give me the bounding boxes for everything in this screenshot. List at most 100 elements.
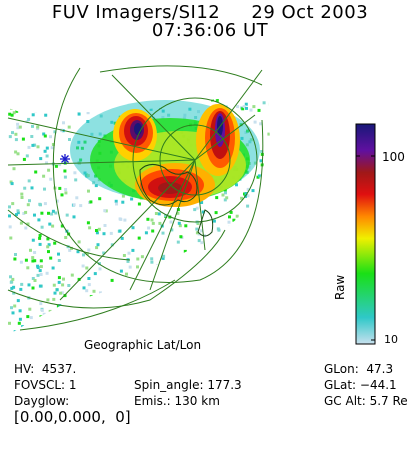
emission-pixel bbox=[255, 333, 259, 335]
emission-pixel bbox=[70, 246, 73, 250]
dayglow-values: [0.00,0.000, 0] bbox=[14, 408, 131, 426]
aurora-oval bbox=[70, 100, 260, 207]
emission-pixel bbox=[161, 231, 165, 235]
emission-pixel bbox=[226, 278, 230, 282]
emission-pixel bbox=[195, 99, 199, 102]
emission-pixel bbox=[255, 243, 259, 247]
emission-pixel bbox=[259, 212, 262, 216]
emission-pixel bbox=[165, 261, 168, 264]
emission-pixel bbox=[135, 314, 138, 318]
emission-pixel bbox=[218, 340, 221, 343]
emission-pixel bbox=[266, 327, 270, 331]
emission-pixel bbox=[134, 283, 137, 287]
emission-pixel bbox=[53, 241, 57, 245]
colorbar-axis-label: Raw bbox=[333, 274, 347, 300]
emission-pixel bbox=[157, 324, 161, 328]
emission-pixel bbox=[96, 322, 100, 326]
emission-pixel bbox=[39, 273, 43, 276]
emission-pixel bbox=[98, 262, 101, 266]
emission-pixel bbox=[9, 280, 13, 284]
emission-pixel bbox=[63, 175, 67, 179]
emission-pixel bbox=[57, 259, 61, 262]
emission-pixel bbox=[120, 236, 124, 240]
emission-pixel bbox=[235, 183, 238, 187]
emission-pixel bbox=[232, 235, 236, 239]
emission-pixel bbox=[176, 240, 180, 244]
emission-pixel bbox=[268, 102, 270, 106]
emission-pixel bbox=[18, 309, 22, 313]
emission-pixel bbox=[30, 135, 34, 138]
emission-pixel bbox=[22, 212, 26, 215]
colorbar-tick-10: 10 bbox=[384, 333, 398, 346]
emission-pixel bbox=[33, 143, 37, 147]
emission-pixel bbox=[201, 316, 205, 320]
emission-pixel bbox=[269, 219, 270, 223]
emission-pixel bbox=[267, 212, 270, 216]
emission-pixel bbox=[245, 298, 249, 302]
emission-pixel bbox=[221, 261, 225, 265]
emission-pixel bbox=[42, 174, 46, 178]
emission-pixel bbox=[55, 327, 59, 331]
emission-pixel bbox=[47, 211, 50, 215]
emission-pixel bbox=[54, 95, 58, 99]
emission-pixel bbox=[160, 294, 164, 298]
asterisk-icon bbox=[60, 154, 70, 164]
emission-pixel bbox=[15, 213, 18, 217]
emission-pixel bbox=[87, 283, 91, 287]
emission-pixel bbox=[60, 324, 64, 328]
emission-pixel bbox=[12, 291, 16, 295]
emission-pixel bbox=[121, 200, 125, 204]
emission-pixel bbox=[39, 259, 43, 263]
emission-pixel bbox=[150, 257, 154, 261]
emission-pixel bbox=[22, 157, 26, 161]
emission-pixel bbox=[197, 239, 201, 243]
emission-pixel bbox=[109, 311, 113, 315]
emission-pixel bbox=[228, 225, 232, 229]
emission-pixel bbox=[8, 98, 12, 102]
emission-pixel bbox=[89, 200, 93, 204]
dayglow-label: Dayglow: bbox=[14, 394, 70, 408]
emission-pixel bbox=[127, 251, 131, 255]
emission-pixel bbox=[214, 305, 218, 309]
emission-pixel bbox=[261, 260, 265, 264]
emission-pixel bbox=[15, 96, 18, 100]
emission-pixel bbox=[144, 231, 148, 235]
emission-pixel bbox=[77, 277, 81, 281]
emission-pixel bbox=[158, 282, 162, 286]
emission-pixel bbox=[70, 273, 74, 277]
emission-pixel bbox=[140, 326, 144, 329]
emission-pixel bbox=[69, 330, 73, 334]
emission-pixel bbox=[245, 284, 249, 288]
emission-pixel bbox=[43, 202, 47, 206]
emission-pixel bbox=[92, 311, 96, 315]
emission-pixel bbox=[31, 143, 35, 147]
emission-pixel bbox=[241, 337, 244, 340]
emission-pixel bbox=[181, 289, 184, 293]
emission-pixel bbox=[62, 121, 65, 125]
emission-pixel bbox=[16, 209, 20, 213]
emission-pixel bbox=[266, 311, 270, 315]
emission-pixel bbox=[11, 311, 15, 315]
emission-pixel bbox=[223, 198, 227, 202]
emission-pixel bbox=[110, 243, 114, 247]
emission-pixel bbox=[64, 188, 68, 191]
emission-pixel bbox=[124, 305, 128, 309]
lat-lon-grid bbox=[7, 65, 264, 331]
emission-pixel bbox=[10, 286, 14, 290]
emission-pixel bbox=[124, 295, 128, 299]
emission-pixel bbox=[154, 212, 158, 215]
emission-pixel bbox=[225, 336, 228, 339]
emission-pixel bbox=[26, 315, 30, 319]
emission-pixel bbox=[259, 122, 263, 126]
emission-pixel bbox=[169, 301, 173, 305]
emission-pixel bbox=[252, 274, 255, 278]
emission-pixel bbox=[19, 287, 23, 291]
emission-pixel bbox=[157, 212, 161, 216]
emission-pixel bbox=[40, 308, 44, 312]
emission-pixel bbox=[178, 224, 182, 228]
emission-pixel bbox=[138, 324, 142, 328]
emission-pixel bbox=[232, 218, 236, 222]
emission-pixel bbox=[245, 336, 248, 339]
emission-pixel bbox=[246, 187, 250, 191]
emission-pixel bbox=[232, 334, 236, 335]
